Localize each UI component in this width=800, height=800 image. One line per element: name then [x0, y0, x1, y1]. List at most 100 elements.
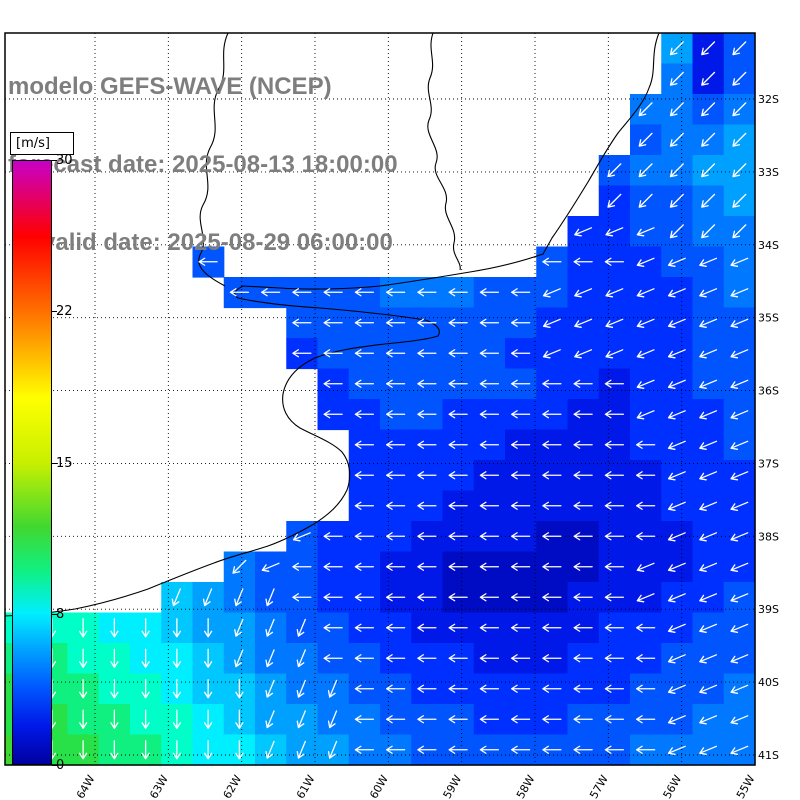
direction-arrow	[732, 102, 747, 117]
direction-arrow	[542, 440, 562, 449]
colorbar-tick-label: 0	[56, 758, 65, 773]
colorbar-tick-label: 8	[56, 606, 65, 622]
direction-arrow	[574, 349, 593, 359]
direction-arrow	[235, 740, 244, 760]
direction-arrow	[385, 349, 406, 358]
direction-arrow	[354, 532, 375, 541]
direction-arrow	[448, 745, 468, 754]
colorbar-tickmark	[52, 160, 57, 161]
direction-arrow	[732, 41, 747, 56]
direction-arrow	[635, 440, 656, 449]
direction-arrow	[701, 41, 716, 56]
direction-arrow	[234, 618, 244, 637]
direction-arrow	[448, 715, 468, 724]
direction-arrow	[542, 257, 562, 266]
direction-arrow	[604, 715, 625, 724]
direction-arrow	[573, 684, 593, 693]
direction-arrow	[542, 623, 562, 632]
direction-arrow	[730, 532, 749, 542]
direction-arrow	[669, 224, 684, 239]
direction-arrow	[510, 684, 531, 693]
direction-arrow	[417, 349, 437, 358]
direction-arrow	[198, 257, 218, 266]
direction-arrow	[327, 679, 338, 698]
direction-arrow	[203, 740, 213, 760]
direction-arrow	[323, 349, 343, 358]
lat-label: 33S	[758, 166, 779, 179]
colorbar-tickmark	[52, 311, 57, 313]
direction-arrow	[510, 318, 531, 327]
direction-arrow	[172, 648, 182, 668]
direction-arrow	[385, 501, 406, 510]
direction-arrow	[327, 710, 338, 729]
direction-arrow	[667, 288, 686, 298]
direction-arrow	[573, 471, 593, 480]
direction-arrow	[732, 71, 747, 86]
map-border	[4, 32, 756, 766]
direction-arrow	[510, 593, 531, 602]
direction-arrow	[730, 471, 749, 481]
direction-arrow	[510, 379, 531, 388]
direction-arrow	[448, 593, 468, 602]
lon-label: 56W	[661, 773, 685, 800]
direction-arrow	[323, 288, 343, 297]
direction-arrow	[417, 440, 437, 449]
direction-arrow	[510, 654, 531, 663]
direction-arrow	[604, 501, 625, 510]
direction-arrow	[354, 471, 375, 480]
direction-arrow	[732, 132, 747, 147]
coastline	[4, 32, 660, 617]
direction-arrow	[448, 471, 468, 480]
latlon-grid	[5, 33, 756, 765]
direction-arrow	[141, 709, 150, 729]
direction-arrow	[448, 410, 468, 419]
direction-arrow	[479, 471, 500, 480]
direction-arrow	[417, 654, 437, 663]
direction-arrow	[699, 349, 718, 359]
direction-arrow	[699, 684, 718, 694]
direction-arrow	[699, 715, 718, 725]
direction-arrow	[636, 562, 655, 572]
direction-arrow	[510, 562, 531, 571]
direction-arrow	[479, 684, 500, 693]
wind-arrows	[16, 41, 749, 760]
direction-arrow	[667, 684, 686, 694]
direction-arrow	[607, 193, 622, 208]
direction-arrow	[636, 379, 655, 389]
direction-arrow	[354, 745, 375, 754]
direction-arrow	[701, 163, 716, 178]
direction-arrow	[417, 288, 437, 297]
direction-arrow	[385, 288, 406, 297]
direction-arrow	[385, 410, 406, 419]
direction-arrow	[638, 163, 653, 178]
direction-arrow	[636, 318, 655, 328]
lon-label: 62W	[221, 773, 245, 800]
lat-label: 32S	[758, 93, 779, 106]
direction-arrow	[479, 745, 500, 754]
lat-label: 34S	[758, 239, 779, 252]
direction-arrow	[669, 132, 684, 147]
direction-arrow	[417, 745, 437, 754]
direction-arrow	[699, 471, 718, 481]
direction-arrow	[604, 623, 625, 632]
direction-arrow	[261, 562, 280, 572]
direction-arrow	[172, 618, 182, 638]
direction-arrow	[573, 257, 593, 266]
direction-arrow	[417, 501, 437, 510]
direction-arrow	[235, 709, 244, 729]
direction-arrow	[604, 562, 625, 571]
direction-arrow	[448, 562, 468, 571]
direction-arrow	[667, 623, 686, 633]
lat-label: 37S	[758, 457, 779, 470]
colorbar	[12, 160, 52, 765]
direction-arrow	[323, 654, 343, 663]
direction-arrow	[604, 379, 625, 388]
direction-arrow	[699, 562, 718, 572]
direction-arrow	[323, 318, 343, 327]
direction-arrow	[605, 349, 624, 359]
direction-arrow	[78, 618, 88, 638]
direction-arrow	[699, 318, 718, 328]
direction-arrow	[574, 288, 593, 298]
direction-arrow	[110, 618, 119, 638]
direction-arrow	[203, 648, 213, 668]
